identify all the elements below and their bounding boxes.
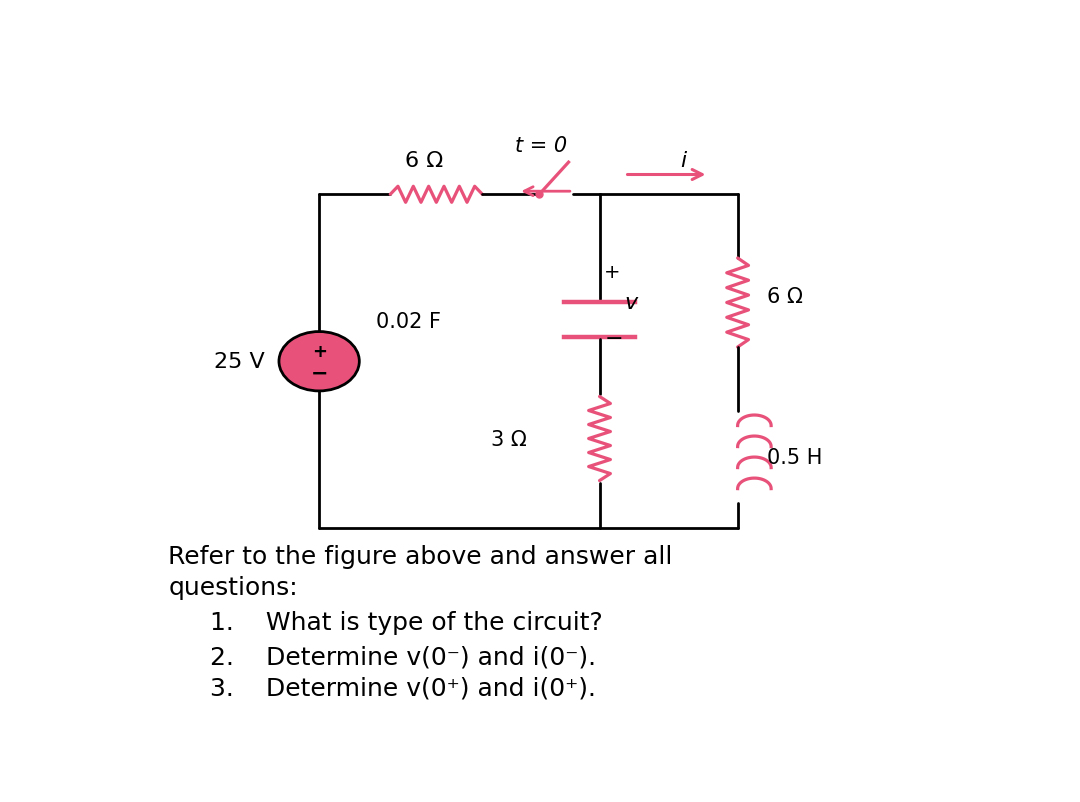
Circle shape bbox=[279, 332, 360, 391]
Text: t = 0: t = 0 bbox=[515, 136, 567, 156]
Text: questions:: questions: bbox=[168, 575, 298, 599]
Text: 3 Ω: 3 Ω bbox=[491, 429, 527, 449]
Text: Refer to the figure above and answer all: Refer to the figure above and answer all bbox=[168, 545, 673, 569]
Text: +: + bbox=[604, 263, 620, 282]
Text: 2.    Determine v(0⁻) and i(0⁻).: 2. Determine v(0⁻) and i(0⁻). bbox=[211, 644, 596, 668]
Text: −: − bbox=[605, 329, 623, 349]
Text: 3.    Determine v(0⁺) and i(0⁺).: 3. Determine v(0⁺) and i(0⁺). bbox=[211, 676, 596, 700]
Text: 25 V: 25 V bbox=[214, 352, 265, 372]
Text: 0.02 F: 0.02 F bbox=[376, 312, 441, 332]
Text: 0.5 H: 0.5 H bbox=[767, 448, 822, 468]
Text: 6 Ω: 6 Ω bbox=[405, 151, 443, 171]
Text: −: − bbox=[310, 363, 328, 383]
Text: v: v bbox=[624, 293, 638, 313]
Text: +: + bbox=[312, 343, 326, 361]
Text: 1.    What is type of the circuit?: 1. What is type of the circuit? bbox=[211, 610, 603, 634]
Text: i: i bbox=[680, 151, 686, 171]
Text: 6 Ω: 6 Ω bbox=[767, 287, 802, 307]
